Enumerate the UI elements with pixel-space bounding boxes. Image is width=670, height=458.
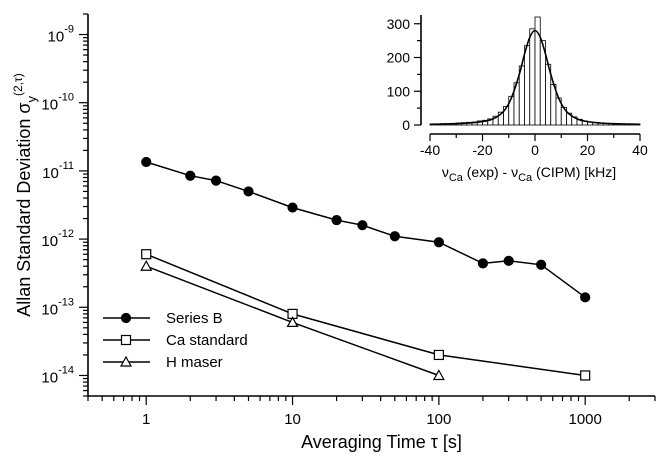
histogram-bar bbox=[529, 28, 536, 126]
series-b-point bbox=[477, 258, 489, 269]
h-maser-point bbox=[140, 259, 153, 271]
y-tick-label: 10-9 bbox=[48, 24, 74, 46]
inset-y-tick-label: 100 bbox=[387, 83, 411, 99]
inset-x-axis-label: νCa (exp) - νCa (CIPM) [kHz] bbox=[442, 164, 616, 184]
inset-y-tick-label: 300 bbox=[387, 16, 411, 32]
y-tick-label: 10-11 bbox=[42, 160, 74, 182]
legend-label: Series B bbox=[166, 310, 223, 327]
legend: Series B Ca standard H maser bbox=[103, 310, 248, 371]
ca-standard-line bbox=[145, 253, 586, 377]
y-tick-label: 10-14 bbox=[41, 364, 74, 386]
inset-x-tick-label: 40 bbox=[632, 142, 648, 158]
series-b-point bbox=[389, 231, 400, 242]
series-b-point bbox=[536, 259, 547, 270]
legend-label: H maser bbox=[166, 354, 223, 371]
x-tick-label: 10 bbox=[284, 411, 301, 428]
series-b-point bbox=[331, 214, 342, 226]
legend-label: Ca standard bbox=[166, 332, 248, 349]
series-b-point bbox=[287, 202, 298, 213]
series-b-point bbox=[503, 255, 514, 266]
series-b-point bbox=[185, 170, 196, 181]
inset-axis-ticks: -40 -20 0 20 40 0 100 200 300 bbox=[387, 16, 648, 158]
series-b-point bbox=[210, 175, 222, 186]
inset-x-tick-label: 20 bbox=[580, 142, 596, 158]
inset-y-tick-label: 0 bbox=[402, 117, 410, 133]
series-b-point bbox=[243, 186, 254, 197]
x-tick-label: 1 bbox=[142, 411, 150, 428]
histogram-bar bbox=[518, 65, 525, 126]
series-b-point bbox=[357, 220, 368, 231]
inset-y-tick-label: 200 bbox=[387, 50, 411, 66]
ca-standard-point bbox=[433, 349, 444, 361]
ca-standard-point bbox=[141, 249, 152, 260]
inset-x-tick-label: 0 bbox=[531, 142, 539, 158]
ca-standard-point bbox=[120, 334, 132, 346]
inset-histogram: -40 -20 0 20 40 0 100 200 300 νCa (exp) - νCa (C… bbox=[387, 15, 648, 184]
main-plot: 1 10 100 100010-1410-1310-1210-1110-1010-9 … bbox=[11, 13, 656, 452]
inset-x-tick-label: -40 bbox=[420, 142, 440, 158]
ca-standard-point bbox=[580, 370, 591, 381]
y-tick-label: 10-12 bbox=[41, 228, 74, 250]
h-maser-point bbox=[286, 316, 299, 328]
series-b-point bbox=[141, 156, 152, 168]
y-tick-label: 10-10 bbox=[41, 92, 74, 114]
histogram-bar bbox=[524, 45, 531, 126]
x-axis-label: Averaging Time τ [s] bbox=[301, 432, 462, 452]
inset-x-tick-label: -20 bbox=[472, 142, 492, 158]
series-b-point bbox=[580, 292, 591, 303]
h-maser-point bbox=[119, 355, 133, 367]
inset-fit-curve bbox=[429, 29, 641, 126]
x-tick-label: 1000 bbox=[569, 411, 602, 428]
x-tick-label: 100 bbox=[426, 411, 451, 428]
inset-bars bbox=[429, 16, 641, 126]
h-maser-point bbox=[432, 369, 445, 381]
y-axis-label: Allan Standard Deviation σy(2,τ) bbox=[11, 73, 39, 316]
main-series-group bbox=[140, 156, 591, 381]
y-tick-label: 10-13 bbox=[41, 296, 74, 318]
series-b-point bbox=[433, 237, 444, 248]
series-b-point bbox=[120, 312, 132, 324]
